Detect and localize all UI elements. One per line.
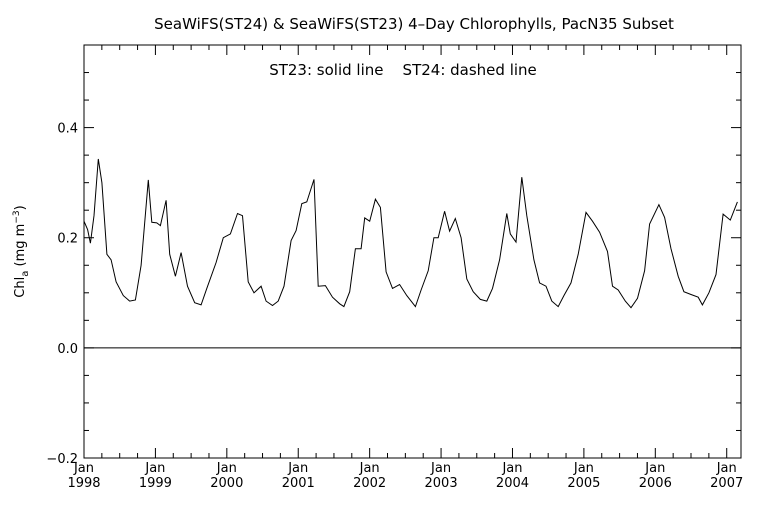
series-line-0 bbox=[83, 158, 738, 309]
y-axis: −0.2 0.0 0.2 0.4 bbox=[46, 44, 741, 467]
x-axis: Jan1998Jan1999Jan2000Jan2001Jan2002Jan20… bbox=[67, 45, 743, 491]
x-tick-year-label: 2000 bbox=[210, 476, 243, 491]
y-axis-label-close: ) bbox=[13, 205, 28, 210]
y-axis-label-main: Chl bbox=[13, 277, 28, 298]
x-tick-year-label: 2007 bbox=[710, 476, 743, 491]
x-tick-month-label: Jan bbox=[573, 461, 594, 476]
x-tick-month-label: Jan bbox=[359, 461, 380, 476]
y-axis-label: Chla (mg m−3) bbox=[12, 205, 31, 297]
y-axis-label-superscript: −3 bbox=[12, 210, 22, 223]
y-axis-label-subscript: a bbox=[20, 271, 31, 277]
x-tick-month-label: Jan bbox=[644, 461, 665, 476]
y-tick-label: −0.2 bbox=[46, 452, 78, 467]
x-tick-month-label: Jan bbox=[716, 461, 737, 476]
chart-title: SeaWiFS(ST24) & SeaWiFS(ST23) 4–Day Chlo… bbox=[154, 15, 674, 33]
x-tick-month-label: Jan bbox=[73, 461, 94, 476]
y-tick-label: 0.0 bbox=[57, 342, 78, 357]
series-layer bbox=[83, 158, 738, 309]
x-tick-month-label: Jan bbox=[144, 461, 165, 476]
y-tick-label: 0.4 bbox=[57, 122, 78, 137]
x-tick-year-label: 1999 bbox=[139, 476, 172, 491]
y-axis-label-units: (mg m bbox=[13, 224, 28, 267]
x-tick-month-label: Jan bbox=[430, 461, 451, 476]
x-tick-year-label: 2005 bbox=[567, 476, 600, 491]
x-tick-year-label: 2003 bbox=[425, 476, 458, 491]
series-legend-annotation: ST23: solid line ST24: dashed line bbox=[269, 61, 537, 79]
x-tick-year-label: 2002 bbox=[353, 476, 386, 491]
y-tick-label: 0.2 bbox=[57, 232, 78, 247]
x-tick-month-label: Jan bbox=[216, 461, 237, 476]
x-tick-year-label: 1998 bbox=[67, 476, 100, 491]
plot-area-frame bbox=[83, 44, 742, 459]
x-tick-year-label: 2004 bbox=[496, 476, 529, 491]
x-tick-year-label: 2006 bbox=[639, 476, 672, 491]
x-tick-month-label: Jan bbox=[501, 461, 522, 476]
x-tick-year-label: 2001 bbox=[282, 476, 315, 491]
x-tick-month-label: Jan bbox=[287, 461, 308, 476]
